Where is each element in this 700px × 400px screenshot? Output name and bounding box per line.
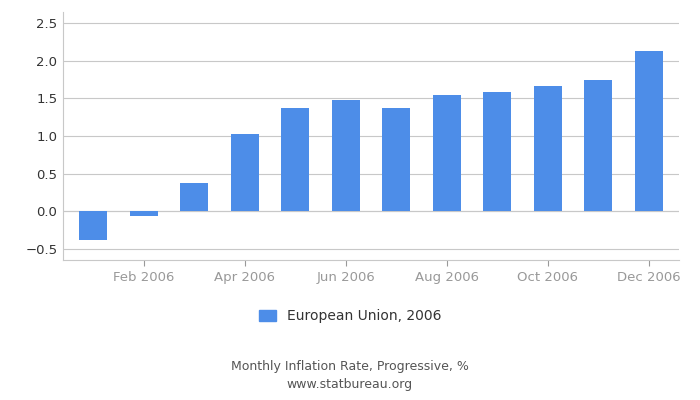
Text: Monthly Inflation Rate, Progressive, %: Monthly Inflation Rate, Progressive, % <box>231 360 469 373</box>
Bar <box>332 100 360 211</box>
Bar <box>534 86 561 211</box>
Bar <box>635 51 663 211</box>
Bar <box>130 211 158 216</box>
Bar <box>281 108 309 211</box>
Bar <box>382 108 410 211</box>
Bar <box>181 183 208 211</box>
Bar <box>79 211 107 240</box>
Bar <box>433 96 461 211</box>
Legend: European Union, 2006: European Union, 2006 <box>259 309 441 323</box>
Bar <box>483 92 511 211</box>
Text: www.statbureau.org: www.statbureau.org <box>287 378 413 391</box>
Bar <box>584 80 612 211</box>
Bar <box>231 134 259 211</box>
